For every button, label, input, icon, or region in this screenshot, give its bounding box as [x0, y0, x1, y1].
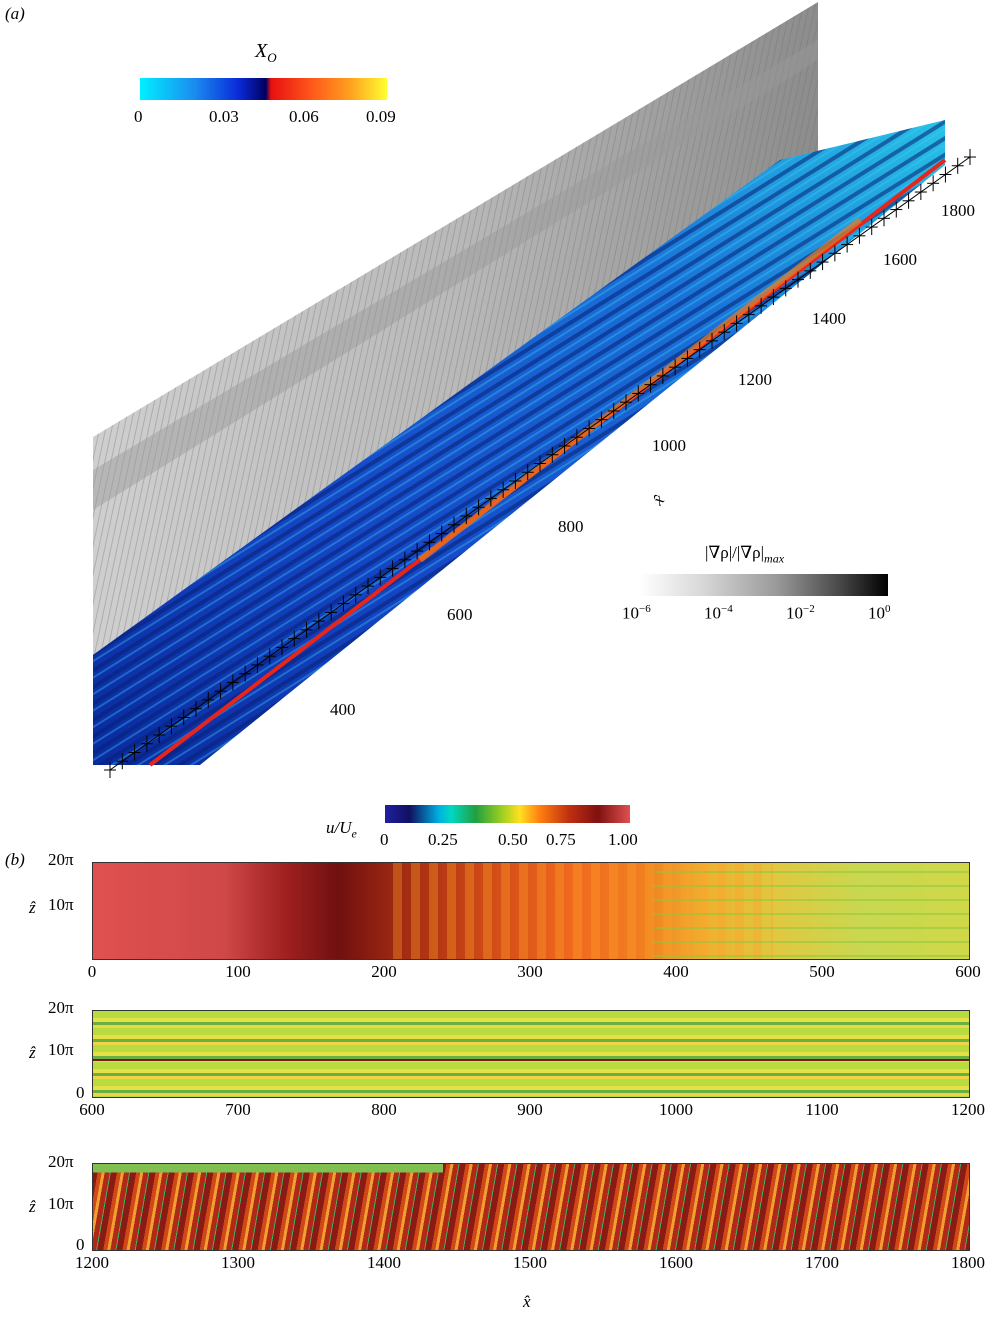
s2-ztick-0: 0 — [76, 1083, 85, 1102]
strip-3-xtick: 1600 — [659, 1253, 693, 1272]
grad-tick-3: 100 — [868, 603, 891, 623]
grad-colorbar — [640, 574, 888, 596]
panel-a-label: (a) — [5, 4, 25, 23]
u-colorbar — [385, 805, 630, 823]
a-xtick-800: 800 — [558, 517, 584, 536]
a-xtick-1800: 1800 — [941, 201, 975, 220]
a-xtick-400: 400 — [330, 700, 356, 719]
s3-z-axis-label: ẑ — [29, 1197, 36, 1216]
grad-tick-0: 10−6 — [622, 603, 651, 623]
u-contour-strip-1 — [92, 862, 970, 960]
xo-tick-2: 0.06 — [289, 107, 319, 126]
strip-1-xtick: 400 — [663, 962, 689, 981]
u-tick-3: 0.75 — [546, 830, 576, 849]
b-x-axis-label: x̂ — [523, 1292, 531, 1311]
strip-3-xtick: 1200 — [75, 1253, 109, 1272]
strip-3-xtick: 1800 — [951, 1253, 985, 1272]
s2-z-axis-label: ẑ — [29, 1043, 36, 1062]
strip-2-xtick: 600 — [79, 1100, 105, 1119]
u-colorbar-title: u/Ue — [326, 818, 357, 841]
u-tick-0: 0 — [380, 830, 389, 849]
a-xtick-1200: 1200 — [738, 370, 772, 389]
a-xtick-600: 600 — [447, 605, 473, 624]
strip-2-xtick: 1000 — [659, 1100, 693, 1119]
panel-b-label: (b) — [5, 850, 25, 869]
xo-tick-0: 0 — [134, 107, 143, 126]
s1-ztick-20pi: 20π — [48, 850, 74, 869]
strip-1-xtick: 0 — [87, 962, 97, 981]
s1-ztick-10pi: 10π — [48, 895, 74, 914]
xo-colorbar — [140, 78, 387, 100]
panel-a-3d-render — [93, 2, 976, 778]
strip-2-xtick: 700 — [225, 1100, 251, 1119]
grad-tick-1: 10−4 — [704, 603, 733, 623]
u-tick-4: 1.00 — [608, 830, 638, 849]
a-xtick-1000: 1000 — [652, 436, 686, 455]
xo-tick-1: 0.03 — [209, 107, 239, 126]
strip-1-xtick: 100 — [225, 962, 251, 981]
strip-2-xtick: 1200 — [951, 1100, 985, 1119]
u-tick-1: 0.25 — [428, 830, 458, 849]
u-contour-strip-3 — [92, 1163, 970, 1251]
s1-z-axis-label: ẑ — [29, 898, 36, 917]
s3-ztick-10pi: 10π — [48, 1194, 74, 1213]
xo-colorbar-title: XO — [255, 40, 277, 65]
strip-1-xtick: 300 — [517, 962, 543, 981]
strip-2-xtick: 800 — [371, 1100, 397, 1119]
strip-2-xtick: 1100 — [805, 1100, 839, 1119]
u-tick-2: 0.50 — [498, 830, 528, 849]
strip-3-xtick: 1400 — [367, 1253, 401, 1272]
strip-1-xtick: 500 — [809, 962, 835, 981]
a-xtick-1400: 1400 — [812, 309, 846, 328]
s2-ztick-10pi: 10π — [48, 1040, 74, 1059]
s2-ztick-20pi: 20π — [48, 998, 74, 1017]
a-xtick-1600: 1600 — [883, 250, 917, 269]
grad-colorbar-title: |∇ρ|/|∇ρ|max — [705, 543, 785, 566]
strip-3-xtick: 1700 — [805, 1253, 839, 1272]
strip-1-xtick: 600 — [955, 962, 981, 981]
u-contour-strip-2 — [92, 1010, 970, 1098]
xo-tick-3: 0.09 — [366, 107, 396, 126]
strip-3-xtick: 1500 — [513, 1253, 547, 1272]
strip-3-xtick: 1300 — [221, 1253, 255, 1272]
s3-ztick-0: 0 — [76, 1235, 85, 1254]
grad-tick-2: 10−2 — [786, 603, 815, 623]
strip-2-xtick: 900 — [517, 1100, 543, 1119]
s3-ztick-20pi: 20π — [48, 1152, 74, 1171]
strip-1-xtick: 200 — [371, 962, 397, 981]
